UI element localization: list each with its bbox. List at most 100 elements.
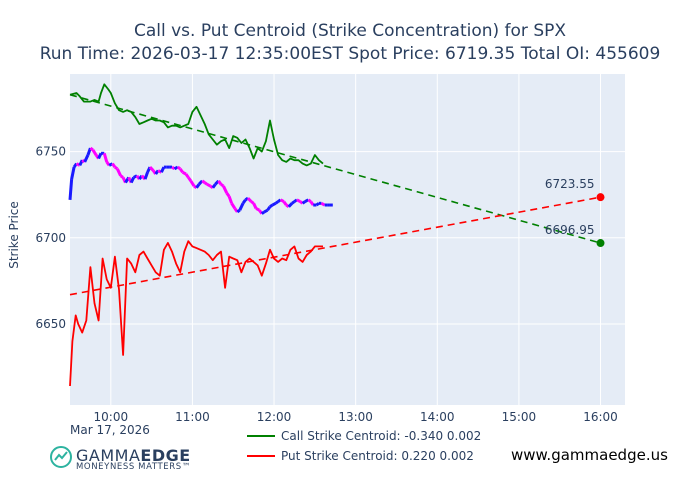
spot-price-segment [291,200,296,205]
annotation-label: 6696.95 [545,223,595,237]
spot-price-segment [91,149,98,156]
spot-price-segment [143,171,149,180]
spot-price-segment [250,200,255,205]
x-tick-label: 14:00 [420,410,455,424]
y-tick-label: 6650 [35,317,66,331]
spot-price-segment [178,167,184,174]
spot-price-segment [105,161,111,167]
spot-price-segment [209,184,214,190]
brand-logo-icon [50,446,72,472]
spot-price-segment [277,198,282,203]
put-centroid-line [69,240,323,387]
spot-price-segment [296,198,301,203]
spot-price-segment [72,162,78,168]
annotation-marker [596,193,605,202]
spot-price-segment [236,208,241,214]
spot-price-segment [309,200,315,206]
call-trend-line [69,93,601,244]
spot-price-segment [279,198,285,203]
brand-name: GAMMAEDGE [76,446,191,465]
date-label: Mar 17, 2026 [70,423,150,437]
spot-price-segment [119,174,124,179]
spot-price-segment [201,179,206,184]
spot-price-segment [111,162,117,168]
spot-price-segment [233,207,239,213]
total-oi-value: 455609 [595,44,660,64]
axes: 10:00 11:00 12:00 13:00 14:00 15:00 16:00 6650 6… [35,145,617,424]
spot-price-segment [211,183,217,189]
spot-price-segment [222,185,229,194]
plot-area [70,74,625,405]
spot-price-segment [282,200,288,206]
spot-price-segment [70,166,76,180]
spot-price-segment [225,192,231,198]
put-trend-line [69,196,601,296]
legend-put-label[interactable]: Put Strike Centroid: 0.220 0.002 [281,449,474,463]
spot-price-segment [197,179,204,186]
legend-call-label[interactable]: Call Strike Centroid: -0.340 0.002 [281,429,481,443]
call-centroid-line [69,83,324,167]
spot-price-segment [258,209,264,215]
spot-price-segment [255,207,261,212]
spot-price-segment [274,200,279,205]
spot-price-segment [217,180,223,186]
spot-price-segment [320,201,326,207]
run-time-value: 2026-03-17 12:35:00EST [130,44,343,64]
spot-price-segment [252,202,258,210]
spot-price-segment [287,202,294,208]
spot-price-segment [241,198,247,205]
grid [70,74,625,405]
spot-price-segment [89,146,94,152]
run-time-label: Run Time: [40,44,125,64]
annotation-marker [596,239,605,248]
spot-price-segment [102,152,109,163]
spot-price-segment [195,183,201,189]
spot-price-segment [203,181,208,186]
spot-price-label: Spot Price: [348,44,439,64]
spot-price-segment [193,184,198,190]
spot-price-segment [187,176,193,182]
spot-price-segment [266,205,272,212]
spot-price-segment [244,196,249,202]
spot-price-segment [97,152,103,160]
spot-price-segment [304,198,310,203]
spot-price-segment [263,208,269,214]
spot-price-segment [148,166,155,172]
spot-price-segment [115,168,122,177]
chart-title: Call vs. Put Centroid (Strike Concentrat… [134,21,566,41]
y-tick-label: 6700 [35,231,66,245]
spot-price-segment [269,203,274,208]
spot-price-segment [114,165,119,171]
total-oi-label: Total OI: [520,44,590,64]
chart-subtitle: Run Time: 2026-03-17 12:35:00EST Spot Pr… [40,44,661,64]
x-tick-label: 16:00 [583,410,618,424]
spot-price-segment [246,197,253,203]
x-tick-label: 11:00 [175,410,210,424]
spot-price-segment [160,166,166,173]
spot-price-segment [293,198,298,203]
spot-price-segment [315,202,320,207]
spot-price-segment [230,202,237,210]
annotation-label: 6723.55 [545,177,595,191]
legend[interactable]: Call Strike Centroid: -0.340 0.002 Put S… [247,429,481,463]
spot-price-segment [299,200,304,205]
x-tick-label: 12:00 [257,410,292,424]
x-tick-label: 13:00 [338,410,373,424]
website-link[interactable]: www.gammaedge.us [511,446,668,464]
spot-price-segment [307,198,312,203]
brand-tagline: MONEYNESS MATTERS™ [76,462,191,472]
spot-price-segment [108,162,114,167]
spot-price-segment [206,183,212,188]
spot-price-segment [154,169,160,175]
spot-price-segment [132,174,138,179]
x-tick-label: 15:00 [502,410,537,424]
spot-price-segment [68,179,74,200]
y-tick-label: 6750 [35,145,66,159]
spot-price-value: 6719.35 [445,44,515,64]
spot-price-segment [181,170,187,176]
spot-price-segment [176,165,182,171]
spot-price-segment [285,203,290,208]
spot-price-segment [189,180,196,187]
spot-price-segment [301,200,306,205]
